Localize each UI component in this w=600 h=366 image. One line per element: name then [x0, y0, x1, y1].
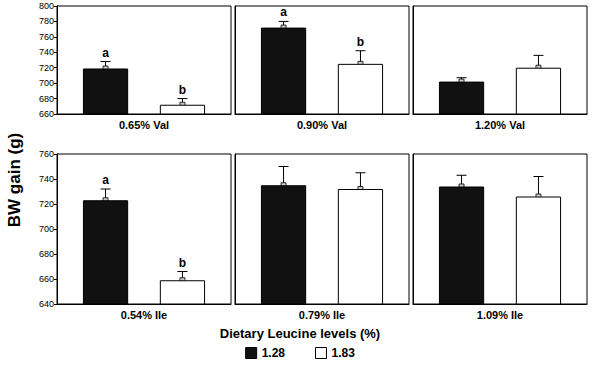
- svg-text:740: 740: [39, 47, 54, 57]
- svg-text:680: 680: [39, 94, 54, 104]
- svg-text:660: 660: [39, 109, 54, 119]
- svg-text:660: 660: [39, 274, 54, 284]
- svg-text:BW gain (g): BW gain (g): [5, 133, 24, 227]
- svg-text:a: a: [280, 5, 287, 19]
- svg-text:760: 760: [39, 149, 54, 159]
- svg-text:a: a: [102, 173, 109, 187]
- svg-text:0.54% Ile: 0.54% Ile: [121, 309, 167, 321]
- svg-text:780: 780: [39, 16, 54, 26]
- svg-text:1.09% Ile: 1.09% Ile: [477, 309, 523, 321]
- svg-text:1.20% Val: 1.20% Val: [475, 119, 525, 131]
- svg-text:760: 760: [39, 32, 54, 42]
- svg-text:b: b: [357, 35, 364, 49]
- svg-text:700: 700: [39, 224, 54, 234]
- svg-text:b: b: [179, 83, 186, 97]
- svg-text:720: 720: [39, 199, 54, 209]
- svg-text:680: 680: [39, 249, 54, 259]
- svg-text:740: 740: [39, 174, 54, 184]
- svg-text:Dietary Leucine levels (%): Dietary Leucine levels (%): [220, 326, 380, 341]
- svg-text:1.28: 1.28: [262, 346, 286, 360]
- svg-text:0.90% Val: 0.90% Val: [297, 119, 347, 131]
- svg-text:800: 800: [39, 1, 54, 11]
- svg-text:b: b: [179, 256, 186, 270]
- svg-text:a: a: [102, 46, 109, 60]
- svg-text:0.65% Val: 0.65% Val: [119, 119, 169, 131]
- svg-text:700: 700: [39, 78, 54, 88]
- svg-text:640: 640: [39, 299, 54, 309]
- svg-text:0.79% Ile: 0.79% Ile: [299, 309, 345, 321]
- svg-text:720: 720: [39, 63, 54, 73]
- svg-text:1.83: 1.83: [332, 346, 356, 360]
